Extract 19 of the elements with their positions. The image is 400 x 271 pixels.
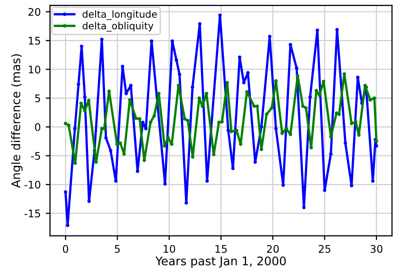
- y-tick-label: 5: [35, 94, 40, 102]
- x-tick-label: 5: [114, 245, 120, 253]
- y-tick-label: 20: [28, 8, 40, 16]
- x-tick-label: 10: [164, 244, 176, 253]
- x-tick-label: 25: [318, 244, 330, 253]
- x-tick-label: 30: [370, 244, 382, 253]
- x-tick-label: 0: [62, 244, 68, 253]
- y-tick-label: -10: [24, 180, 40, 189]
- y-axis-title: Angle difference (mas): [11, 54, 23, 188]
- y-tick-label: 10: [28, 66, 40, 74]
- legend-label: delta_obliquity: [82, 22, 154, 32]
- y-tick-label: 15: [28, 36, 40, 45]
- x-tick-label: 15: [216, 245, 227, 253]
- x-axis-title: Years past Jan 1, 2000: [155, 256, 286, 268]
- legend-label: delta_longitude: [82, 10, 157, 20]
- y-tick-label: -15: [24, 210, 40, 218]
- y-tick-label: -5: [31, 152, 40, 160]
- x-tick-label: 20: [266, 244, 279, 253]
- y-tick-label: 0: [35, 123, 40, 132]
